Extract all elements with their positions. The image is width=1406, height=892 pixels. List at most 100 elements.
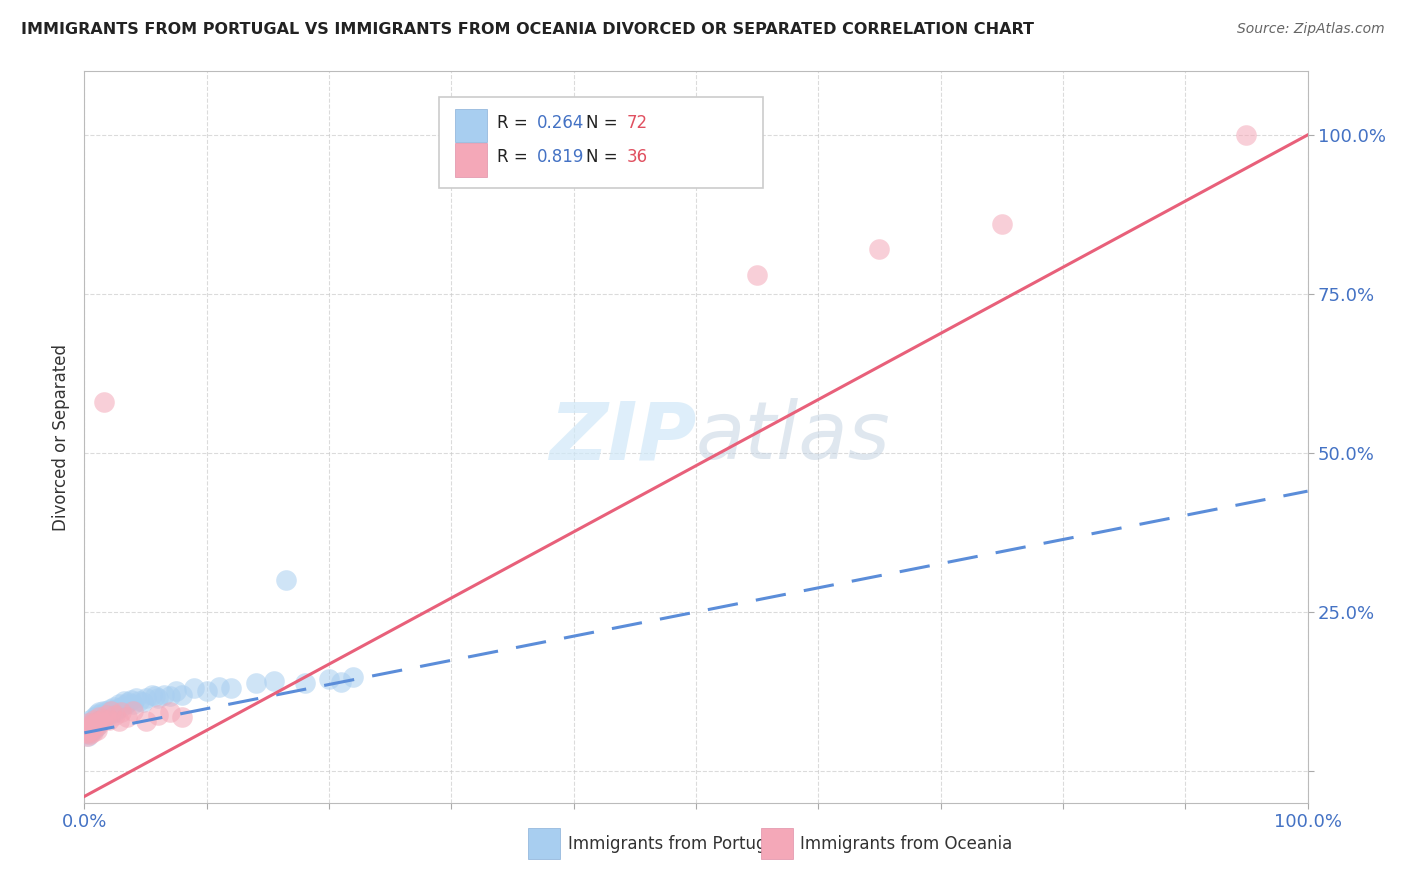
Point <box>159 689 181 703</box>
Point <box>276 573 298 587</box>
Point <box>135 714 157 729</box>
Point <box>183 681 205 696</box>
Text: Immigrants from Oceania: Immigrants from Oceania <box>800 835 1012 853</box>
Point <box>101 704 124 718</box>
Point <box>172 710 194 724</box>
Point <box>172 688 194 702</box>
Point <box>82 723 104 737</box>
Text: 36: 36 <box>626 148 647 166</box>
Point <box>94 710 117 724</box>
Point <box>120 692 142 706</box>
Point <box>107 714 129 729</box>
Point <box>100 704 122 718</box>
Point <box>342 670 364 684</box>
Text: Source: ZipAtlas.com: Source: ZipAtlas.com <box>1237 22 1385 37</box>
Point <box>219 681 242 696</box>
Point <box>104 708 127 723</box>
Point <box>263 673 285 688</box>
Point <box>76 727 98 741</box>
FancyBboxPatch shape <box>456 143 486 177</box>
Point <box>91 704 114 718</box>
Text: Immigrants from Portugal: Immigrants from Portugal <box>568 835 780 853</box>
Y-axis label: Divorced or Separated: Divorced or Separated <box>52 343 70 531</box>
Point <box>75 723 97 737</box>
Text: IMMIGRANTS FROM PORTUGAL VS IMMIGRANTS FROM OCEANIA DIVORCED OR SEPARATED CORREL: IMMIGRANTS FROM PORTUGAL VS IMMIGRANTS F… <box>21 22 1033 37</box>
Point <box>83 713 105 727</box>
Point <box>245 676 267 690</box>
Point <box>79 713 101 727</box>
Point <box>77 729 100 743</box>
Point <box>89 714 111 729</box>
Point <box>86 706 108 721</box>
Point <box>97 713 120 727</box>
Point <box>1236 128 1258 142</box>
Point <box>79 727 101 741</box>
Point <box>87 710 110 724</box>
Point <box>294 676 316 690</box>
Point <box>96 708 118 723</box>
Point <box>75 726 97 740</box>
Point <box>97 708 120 723</box>
Point <box>80 716 103 731</box>
Point <box>82 724 104 739</box>
Point <box>79 724 101 739</box>
Point <box>83 710 105 724</box>
Point <box>90 710 112 724</box>
Point <box>104 706 127 720</box>
Point <box>112 694 135 708</box>
Point <box>80 719 103 733</box>
Point <box>87 718 110 732</box>
Point <box>110 700 132 714</box>
Point <box>165 684 187 698</box>
Point <box>84 721 107 735</box>
Point <box>86 723 108 737</box>
Point <box>132 695 155 709</box>
Text: 0.819: 0.819 <box>537 148 585 166</box>
Text: atlas: atlas <box>696 398 891 476</box>
Point <box>117 695 139 709</box>
Point <box>86 714 108 729</box>
FancyBboxPatch shape <box>456 109 486 143</box>
Point <box>195 684 218 698</box>
Point <box>87 716 110 731</box>
Point <box>80 721 103 735</box>
Point <box>125 690 148 705</box>
Point <box>83 716 105 731</box>
Point <box>107 697 129 711</box>
Point <box>79 721 101 735</box>
Point <box>87 708 110 723</box>
Point <box>141 688 163 702</box>
Point <box>87 713 110 727</box>
Point <box>98 701 121 715</box>
Point <box>330 675 353 690</box>
Point <box>91 708 114 723</box>
Point <box>76 724 98 739</box>
Point <box>208 680 231 694</box>
Point <box>84 712 107 726</box>
Point <box>86 719 108 733</box>
Point <box>122 704 145 718</box>
Point <box>77 726 100 740</box>
Point <box>143 689 166 703</box>
Point <box>91 712 114 726</box>
Point <box>991 217 1014 231</box>
Point <box>89 714 111 729</box>
Point <box>83 718 105 732</box>
Point <box>135 690 157 705</box>
Point <box>77 723 100 737</box>
Text: R =: R = <box>496 148 533 166</box>
Point <box>77 723 100 737</box>
Point <box>100 706 122 721</box>
Point <box>110 706 132 720</box>
Point <box>87 706 110 720</box>
Point <box>76 721 98 735</box>
Point <box>79 718 101 732</box>
Point <box>146 708 169 723</box>
Point <box>318 672 340 686</box>
Text: 72: 72 <box>626 113 647 131</box>
Point <box>77 716 100 731</box>
Point <box>105 701 128 715</box>
Point <box>84 719 107 733</box>
Point <box>153 688 176 702</box>
Text: N =: N = <box>586 148 623 166</box>
